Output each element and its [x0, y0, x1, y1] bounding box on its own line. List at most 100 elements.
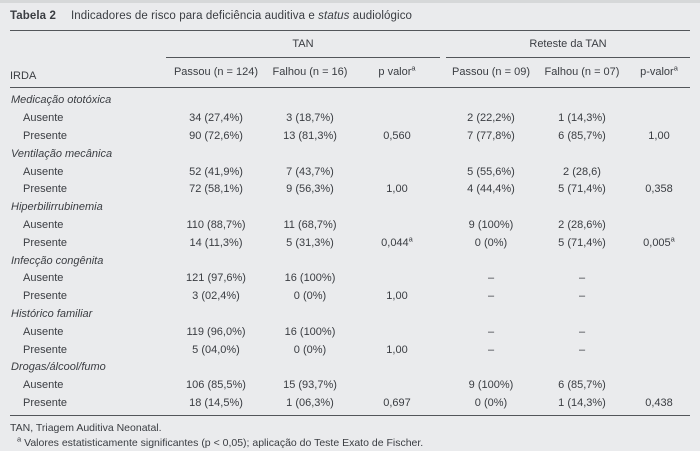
col-header-reteste-passou: Passou (n = 09) — [446, 57, 536, 88]
table-row: Presente 18 (14,5%) 1 (06,3%) 0,697 0 (0%) 1 … — [10, 394, 690, 416]
row-label: Ausente — [23, 379, 64, 392]
table-cell: 0,560 — [383, 129, 411, 142]
table-caption: Tabela 2 Indicadores de risco para defici… — [10, 10, 690, 22]
table-cell: – — [487, 290, 495, 303]
table-row: Ausente 106 (85,5%) 15 (93,7%) 9 (100%) 6 (8… — [10, 376, 690, 394]
row-label: Ausente — [23, 218, 64, 231]
table-row: Histórico familiar — [10, 305, 690, 323]
row-group-label: Histórico familiar — [11, 307, 93, 320]
table-row: Presente 3 (02,4%) 0 (0%) 1,00 – – — [10, 287, 690, 305]
col-header-reteste-falhou: Falhou (n = 07) — [536, 57, 628, 88]
table-cell: 72 (58,1%) — [189, 183, 243, 196]
table-cell: 1,00 — [386, 183, 408, 196]
table-header: TAN Reteste da TAN IRDA Passou (n = 124)… — [10, 30, 690, 88]
row-label: Presente — [23, 183, 68, 196]
footnote-significance: a Valores estatisticamente significantes… — [17, 434, 424, 449]
table-cell: 119 (96,0%) — [186, 325, 246, 338]
row-group-label: Drogas/álcool/fumo — [11, 361, 106, 374]
table-row: Presente 90 (72,6%) 13 (81,3%) 0,560 7 (77,8… — [10, 127, 690, 145]
table-cell: 16 (100%) — [284, 325, 336, 338]
row-label: Presente — [23, 236, 68, 249]
table-body: Medicação ototóxica Ausente 34 (27,4%) 3 (1… — [10, 87, 690, 416]
table-cell — [628, 287, 690, 305]
table-cell: 6 (85,7%) — [558, 129, 606, 142]
table-footnotes: TAN, Triagem Auditiva Neonatal. a Valore… — [10, 421, 690, 451]
table-cell: 5 (04,0%) — [192, 343, 240, 356]
table-cell — [354, 216, 440, 234]
table-cell: 0,697 — [354, 394, 440, 416]
footnote-marker-sup: a — [411, 63, 416, 73]
table-cell: 106 (85,5%) — [186, 379, 246, 392]
table-row: Presente 14 (11,3%) 5 (31,3%) 0,044a 0 (0%) 5… — [10, 234, 690, 252]
row-group-label: Medicação ototóxica — [11, 94, 112, 107]
table-cell: 52 (41,9%) — [189, 165, 243, 178]
table-row: Presente 5 (04,0%) 0 (0%) 1,00 – – — [10, 341, 690, 359]
table-cell — [354, 323, 440, 341]
table-cell: 34 (27,4%) — [189, 112, 243, 125]
row-label: Ausente — [23, 325, 64, 338]
table-cell: 4 (44,4%) — [467, 183, 515, 196]
table-cell: 110 (88,7%) — [186, 218, 246, 231]
paper-table-page: Tabela 2 Indicadores de risco para defici… — [0, 10, 700, 451]
footnote-abbreviation: TAN, Triagem Auditiva Neonatal. — [10, 421, 162, 434]
table-row: Ausente 110 (88,7%) 11 (68,7%) 9 (100%) 2 (2… — [10, 216, 690, 234]
col-header-reteste-pvalue: p-valora — [628, 57, 690, 88]
col-header-tan-falhou: Falhou (n = 16) — [266, 57, 354, 88]
table-cell — [628, 376, 690, 394]
table-cell: 9 (56,3%) — [286, 183, 334, 196]
table-cell: 2 (28,6) — [563, 165, 601, 178]
table-cell: 121 (97,6%) — [186, 272, 246, 285]
footnote-marker-sup: a — [670, 234, 675, 244]
table-cell — [628, 163, 690, 181]
table-cell: 0,438 — [628, 394, 690, 416]
table-cell — [354, 269, 440, 287]
table-row: Ausente 121 (97,6%) 16 (100%) – – — [10, 269, 690, 287]
table-cell: 7 (77,8%) — [467, 129, 515, 142]
table-cell — [628, 216, 690, 234]
risk-indicators-table: TAN Reteste da TAN IRDA Passou (n = 124)… — [10, 30, 690, 416]
footnote-marker-sup: a — [408, 234, 413, 244]
footnote-marker-sup: a — [673, 63, 678, 73]
table-cell: 1,00 — [648, 129, 670, 142]
table-number: Tabela 2 — [10, 10, 56, 22]
table-row: Ventilação mecânica — [10, 145, 690, 163]
table-cell: 0 (0%) — [474, 236, 508, 249]
table-cell: 11 (68,7%) — [283, 218, 337, 231]
col-header-irda: IRDA — [10, 57, 166, 88]
column-gap — [440, 30, 446, 58]
table-row: Drogas/álcool/fumo — [10, 358, 690, 376]
table-cell: 5 (31,3%) — [286, 236, 334, 249]
table-cell: 6 (85,7%) — [558, 379, 606, 392]
table-cell — [628, 269, 690, 287]
footnote-marker-sup: a — [17, 434, 22, 444]
row-label: Presente — [23, 129, 68, 142]
column-header-row: IRDA Passou (n = 124) Falhou (n = 16) p … — [10, 57, 690, 88]
table-cell: 1,00 — [386, 290, 408, 303]
table-cell: 18 (14,5%) — [166, 394, 266, 416]
table-cell: 1 (14,3%) — [536, 394, 628, 416]
table-cell: 0 (0%) — [293, 290, 327, 303]
table-cell: – — [487, 343, 495, 356]
table-cell: 2 (28,6%) — [558, 218, 606, 231]
table-cell: 0 (0%) — [446, 394, 536, 416]
table-cell: 14 (11,3%) — [189, 236, 243, 249]
tan-group-header: TAN — [166, 30, 440, 58]
table-cell: – — [578, 343, 586, 356]
table-row: Medicação ototóxica — [10, 87, 690, 109]
col-header-tan-pvalue: p valora — [354, 57, 440, 88]
table-cell — [354, 163, 440, 181]
reteste-group-header: Reteste da TAN — [446, 30, 690, 58]
table-cell — [628, 323, 690, 341]
table-cell: – — [578, 272, 586, 285]
table-cell: 0 (0%) — [293, 343, 327, 356]
caption-italic-word: status — [318, 10, 350, 22]
table-cell — [354, 376, 440, 394]
table-cell: 5 (71,4%) — [558, 183, 606, 196]
irda-column-spacer — [10, 30, 166, 58]
group-header-row: TAN Reteste da TAN — [10, 30, 690, 58]
table-cell: 9 (100%) — [468, 379, 514, 392]
table-cell: 9 (100%) — [468, 218, 514, 231]
table-cell: 15 (93,7%) — [283, 379, 337, 392]
table-cell: 0,358 — [645, 183, 673, 196]
table-cell: 7 (43,7%) — [286, 165, 334, 178]
